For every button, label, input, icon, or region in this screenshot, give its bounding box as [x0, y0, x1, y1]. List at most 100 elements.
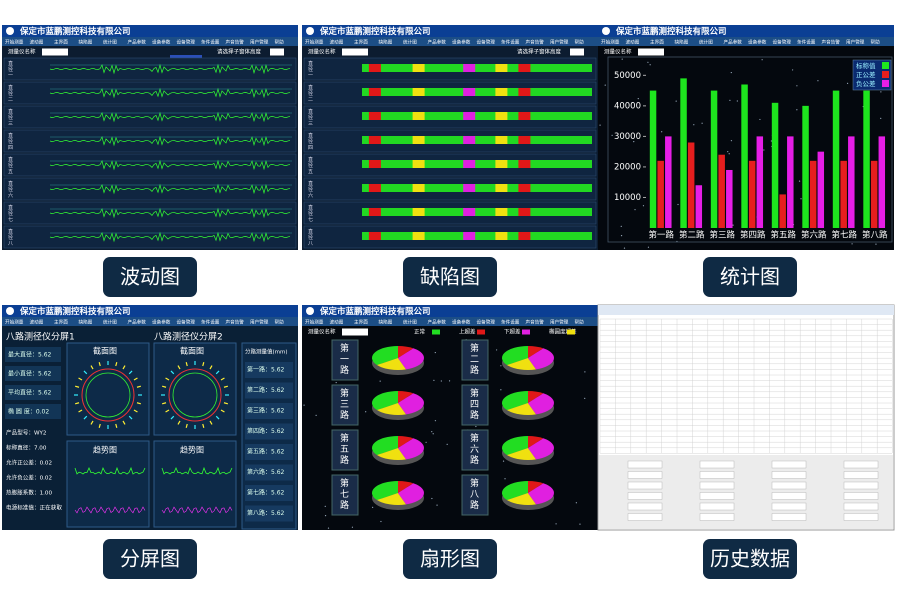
- menu-item[interactable]: 统计图: [403, 38, 417, 45]
- form-field: [843, 513, 879, 521]
- menu-item[interactable]: 统计图: [103, 38, 117, 45]
- menu-item[interactable]: 帮助: [275, 38, 285, 45]
- form-field: [771, 513, 807, 521]
- height-input[interactable]: [570, 48, 584, 56]
- row-label: 第一路: [340, 342, 349, 376]
- menu-item[interactable]: 条件设置: [201, 38, 220, 45]
- defect-mark: [368, 232, 381, 240]
- pie-label-box: [461, 339, 489, 381]
- name-input[interactable]: [42, 48, 68, 56]
- menu-item[interactable]: 缺陷图: [79, 38, 93, 45]
- form-field: [699, 492, 735, 500]
- menu-item[interactable]: 缺陷图: [79, 318, 93, 325]
- menu-item[interactable]: 统计图: [699, 38, 713, 45]
- y-tick-label: 30000: [614, 132, 641, 142]
- defect-mark: [495, 184, 508, 192]
- legend-entry: 标称值: [856, 61, 876, 70]
- menu-item[interactable]: 统计图: [103, 318, 117, 325]
- section-tick: [215, 415, 220, 420]
- bar: [726, 169, 733, 228]
- menu-item[interactable]: 产品参数: [428, 38, 447, 45]
- label: 第七路：5.62: [247, 489, 285, 497]
- caption-box: [103, 257, 197, 297]
- menu-item[interactable]: 缺陷图: [379, 318, 393, 325]
- menu-item[interactable]: 用户管理: [846, 38, 865, 45]
- menu-item[interactable]: 用户管理: [250, 38, 269, 45]
- menu-item[interactable]: 声音告警: [226, 318, 245, 325]
- caption-box: [703, 257, 797, 297]
- menu-item[interactable]: 设备参数: [152, 38, 171, 45]
- defect-mark: [495, 112, 508, 120]
- menu-item[interactable]: 声音告警: [822, 38, 841, 45]
- menu-item[interactable]: 设备参数: [152, 318, 171, 325]
- star: [380, 520, 382, 523]
- menu-bar: [302, 317, 598, 326]
- menu-item[interactable]: 波动图: [30, 318, 44, 325]
- menu-item[interactable]: 产品参数: [428, 318, 447, 325]
- defect-mark: [412, 232, 425, 240]
- menu-item[interactable]: 缺陷图: [379, 38, 393, 45]
- menu-item[interactable]: 开始测量: [5, 318, 24, 325]
- menu-item[interactable]: 主界面: [354, 318, 368, 325]
- menu-item[interactable]: 条件设置: [501, 38, 520, 45]
- menu-item[interactable]: 产品参数: [724, 38, 743, 45]
- side-item: [245, 505, 293, 522]
- menu-item[interactable]: 波动图: [626, 38, 640, 45]
- menu-item[interactable]: 设备管理: [177, 318, 196, 325]
- menu-item[interactable]: 产品参数: [128, 38, 147, 45]
- name-input[interactable]: [342, 48, 368, 56]
- menu-item[interactable]: 帮助: [575, 38, 585, 45]
- menu-item[interactable]: 条件设置: [797, 38, 816, 45]
- defect-mark: [463, 208, 476, 216]
- company-name: 保定市蓝鹏测控科技有限公司: [319, 306, 431, 317]
- menu-item[interactable]: 帮助: [575, 318, 585, 325]
- menu-item[interactable]: 波动图: [330, 38, 344, 45]
- stat-box: [5, 366, 61, 381]
- menu-item[interactable]: 开始测量: [5, 38, 24, 45]
- menu-item[interactable]: 声音告警: [526, 38, 545, 45]
- menu-item[interactable]: 缺陷图: [675, 38, 689, 45]
- name-input[interactable]: [342, 328, 368, 336]
- star: [611, 134, 613, 136]
- menu-item[interactable]: 用户管理: [550, 38, 569, 45]
- star: [796, 109, 798, 111]
- window-title: [598, 305, 894, 315]
- height-input[interactable]: [270, 48, 284, 56]
- menu-item[interactable]: 主界面: [650, 38, 664, 45]
- form-field: [771, 471, 807, 479]
- menu-item[interactable]: 帮助: [871, 38, 881, 45]
- name-input[interactable]: [638, 48, 664, 56]
- menu-item[interactable]: 设备管理: [477, 318, 496, 325]
- menu-item[interactable]: 设备参数: [748, 38, 767, 45]
- bar: [840, 160, 847, 228]
- menu-bar: [598, 37, 894, 46]
- menu-item[interactable]: 开始测量: [601, 38, 620, 45]
- section-tick: [136, 385, 141, 388]
- menu-item[interactable]: 主界面: [54, 38, 68, 45]
- menu-item[interactable]: 声音告警: [226, 38, 245, 45]
- menu-item[interactable]: 条件设置: [201, 318, 220, 325]
- menu-item[interactable]: 波动图: [330, 318, 344, 325]
- menu-item[interactable]: 统计图: [403, 318, 417, 325]
- row-label: 直径一: [308, 60, 313, 79]
- menu-item[interactable]: 设备管理: [177, 38, 196, 45]
- menu-item[interactable]: 主界面: [54, 318, 68, 325]
- menu-item[interactable]: 主界面: [354, 38, 368, 45]
- menu-item[interactable]: 产品参数: [128, 318, 147, 325]
- section-tick: [177, 420, 181, 425]
- menu-item[interactable]: 设备参数: [452, 318, 471, 325]
- menu-item[interactable]: 帮助: [275, 318, 285, 325]
- menu-item[interactable]: 开始测量: [305, 318, 324, 325]
- menu-item[interactable]: 条件设置: [501, 318, 520, 325]
- menu-item[interactable]: 声音告警: [526, 318, 545, 325]
- menu-item[interactable]: 设备管理: [773, 38, 792, 45]
- menu-item[interactable]: 开始测量: [305, 38, 324, 45]
- menu-item[interactable]: 用户管理: [250, 318, 269, 325]
- menu-item[interactable]: 用户管理: [550, 318, 569, 325]
- menu-item[interactable]: 设备参数: [452, 38, 471, 45]
- section-tick: [98, 362, 101, 367]
- menu-item[interactable]: 设备管理: [477, 38, 496, 45]
- menu-item[interactable]: 波动图: [30, 38, 44, 45]
- bar: [680, 78, 687, 228]
- bar: [771, 102, 779, 228]
